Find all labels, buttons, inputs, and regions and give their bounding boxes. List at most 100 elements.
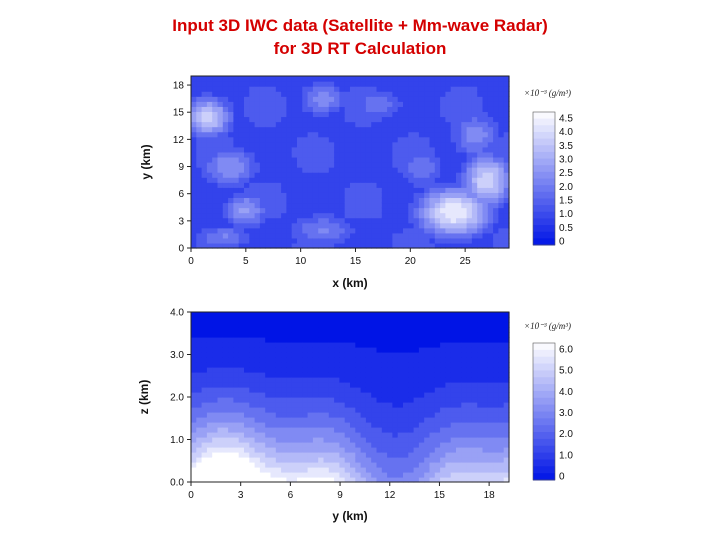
heatmap-cell: [297, 432, 303, 438]
heatmap-cell: [434, 106, 441, 113]
heatmap-cell: [461, 101, 468, 107]
heatmap-cell: [206, 96, 213, 102]
heatmap-cell: [196, 417, 203, 423]
heatmap-cell: [302, 136, 309, 143]
heatmap-cell: [244, 101, 250, 107]
heatmap-cell: [450, 342, 457, 348]
heatmap-cell: [466, 462, 473, 468]
heatmap-cell: [344, 422, 351, 428]
heatmap-cell: [281, 312, 287, 318]
heatmap-cell: [281, 377, 287, 383]
heatmap-cell: [360, 116, 367, 123]
heatmap-cell: [254, 367, 261, 373]
heatmap-cell: [212, 96, 219, 102]
heatmap-cell: [429, 477, 436, 483]
heatmap-cell: [387, 377, 393, 383]
heatmap-cell: [249, 417, 256, 423]
heatmap-cell: [461, 172, 468, 178]
heatmap-cell: [445, 227, 452, 234]
heatmap-cell: [286, 477, 293, 483]
heatmap-cell: [344, 472, 351, 478]
heatmap-cell: [466, 136, 473, 143]
heatmap-cell: [424, 126, 431, 133]
heatmap-cell: [233, 417, 240, 423]
heatmap-cell: [376, 172, 383, 178]
heatmap-cell: [228, 106, 234, 113]
heatmap-cell: [217, 96, 224, 102]
heatmap-cell: [376, 462, 383, 468]
heatmap-cell: [471, 477, 478, 483]
heatmap-cell: [418, 187, 425, 193]
heatmap-cell: [206, 382, 213, 388]
heatmap-cell: [445, 237, 452, 244]
heatmap-cell: [323, 207, 330, 214]
heatmap-cell: [286, 332, 293, 338]
heatmap-cell: [275, 116, 282, 123]
heatmap-cell: [350, 76, 356, 82]
heatmap-cell: [344, 121, 351, 128]
heatmap-cell: [302, 312, 309, 318]
heatmap-cell: [344, 227, 351, 234]
heatmap-cell: [339, 367, 346, 373]
heatmap-cell: [456, 182, 462, 188]
heatmap-cell: [350, 377, 356, 383]
heatmap-cell: [275, 407, 282, 413]
heatmap-cell: [376, 86, 383, 92]
heatmap-cell: [397, 452, 404, 458]
heatmap-cell: [254, 172, 261, 178]
heatmap-cell: [222, 167, 229, 173]
heatmap-cell: [238, 81, 245, 87]
heatmap-cell: [297, 417, 303, 423]
heatmap-cell: [471, 146, 478, 153]
heatmap-cell: [233, 111, 240, 118]
heatmap-cell: [403, 387, 409, 393]
heatmap-cell: [482, 427, 489, 433]
heatmap-cell: [201, 342, 208, 348]
heatmap-cell: [312, 91, 319, 97]
heatmap-cell: [206, 126, 213, 133]
heatmap-cell: [365, 407, 372, 413]
heatmap-cell: [265, 417, 272, 423]
heatmap-cell: [339, 422, 346, 428]
heatmap-cell: [456, 422, 462, 428]
heatmap-cell: [339, 81, 346, 87]
heatmap-cell: [312, 237, 319, 244]
heatmap-cell: [376, 197, 383, 204]
heatmap-cell: [429, 322, 436, 328]
heatmap-cell: [498, 207, 505, 214]
heatmap-cell: [196, 182, 203, 188]
heatmap-cell: [403, 131, 409, 138]
heatmap-cell: [434, 322, 441, 328]
heatmap-cell: [297, 167, 303, 173]
heatmap-cell: [413, 116, 420, 123]
heatmap-cell: [408, 217, 415, 224]
heatmap-cell: [424, 337, 431, 343]
heatmap-cell: [249, 217, 256, 224]
heatmap-cell: [275, 412, 282, 418]
heatmap-cell: [413, 207, 420, 214]
heatmap-cell: [387, 237, 393, 244]
heatmap-cell: [350, 172, 356, 178]
heatmap-cell: [424, 81, 431, 87]
heatmap-cell: [302, 402, 309, 408]
heatmap-cell: [339, 177, 346, 183]
heatmap-cell: [503, 197, 510, 204]
heatmap-cell: [291, 382, 298, 388]
heatmap-cell: [413, 472, 420, 478]
heatmap-cell: [233, 362, 240, 368]
heatmap-cell: [344, 392, 351, 398]
heatmap-cell: [424, 412, 431, 418]
heatmap-cell: [249, 352, 256, 358]
heatmap-cell: [222, 327, 229, 333]
heatmap-cell: [249, 422, 256, 428]
heatmap-cell: [365, 397, 372, 403]
heatmap-cell: [434, 167, 441, 173]
heatmap-cell: [471, 312, 478, 318]
heatmap-cell: [233, 372, 240, 378]
heatmap-cell: [228, 327, 234, 333]
heatmap-cell: [445, 462, 452, 468]
heatmap-cell: [424, 382, 431, 388]
heatmap-cell: [355, 131, 362, 138]
heatmap-cell: [487, 382, 494, 388]
heatmap-cell: [387, 172, 393, 178]
